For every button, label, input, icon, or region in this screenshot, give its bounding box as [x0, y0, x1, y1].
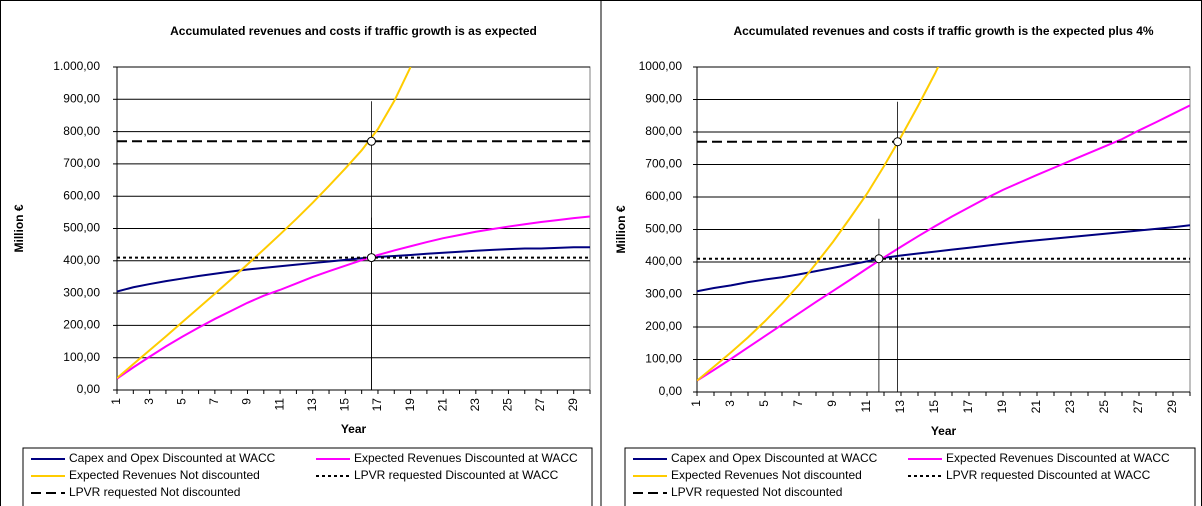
- y-tick-label: 600,00: [645, 189, 682, 203]
- crossing-marker: [366, 136, 376, 146]
- y-tick-label: 600,00: [63, 188, 100, 202]
- y-tick-label: 700,00: [645, 157, 682, 171]
- series-line: [697, 67, 940, 382]
- x-tick-label: 19: [403, 398, 417, 412]
- y-tick-label: 800,00: [63, 124, 100, 138]
- x-tick-label: 29: [566, 398, 580, 412]
- legend-label: Expected Revenues Discounted at WACC: [354, 451, 578, 465]
- legend-label: Capex and Opex Discounted at WACC: [69, 451, 276, 465]
- y-tick-label: 0,00: [77, 382, 101, 396]
- series-line: [697, 104, 1190, 382]
- x-axis-label: Year: [341, 422, 367, 436]
- series-line: [697, 224, 1190, 293]
- y-tick-label: 300,00: [63, 285, 100, 299]
- x-tick-label: 7: [207, 398, 221, 405]
- crossing-marker: [893, 137, 903, 147]
- x-tick-label: 11: [859, 400, 873, 413]
- legend-box: [22, 447, 593, 506]
- legend-label: LPVR requested Discounted at WACC: [354, 468, 559, 482]
- y-tick-label: 1.000,00: [53, 59, 100, 73]
- y-tick-label: 900,00: [645, 92, 682, 106]
- series-line: [117, 215, 590, 380]
- x-tick-label: 27: [1131, 400, 1145, 414]
- legend-label: Expected Revenues Not discounted: [671, 468, 862, 482]
- x-tick-label: 15: [338, 398, 352, 412]
- x-tick-label: 13: [893, 400, 907, 414]
- y-tick-label: 900,00: [63, 91, 100, 105]
- x-tick-label: 15: [927, 400, 941, 414]
- y-tick-label: 300,00: [645, 287, 682, 301]
- x-tick-label: 21: [435, 398, 449, 412]
- x-tick-label: 23: [468, 398, 482, 412]
- series-line: [117, 246, 590, 293]
- x-tick-label: 3: [142, 398, 156, 405]
- y-tick-label: 100,00: [63, 350, 100, 364]
- y-tick-label: 0,00: [659, 384, 683, 398]
- x-tick-label: 3: [723, 400, 737, 407]
- x-tick-label: 27: [533, 398, 547, 412]
- y-tick-label: 400,00: [645, 254, 682, 268]
- x-tick-label: 21: [1029, 400, 1043, 414]
- y-tick-label: 400,00: [63, 253, 100, 267]
- x-tick-label: 7: [791, 400, 805, 407]
- y-axis-label: Million €: [614, 205, 628, 253]
- x-tick-label: 9: [240, 398, 254, 405]
- y-axis-label: Million €: [12, 204, 26, 252]
- legend-label: LPVR requested Discounted at WACC: [946, 468, 1151, 482]
- y-tick-label: 700,00: [63, 156, 100, 170]
- y-tick-label: 100,00: [645, 352, 682, 366]
- x-axis-label: Year: [931, 424, 957, 438]
- y-tick-label: 1000,00: [639, 59, 683, 73]
- chart-title: Accumulated revenues and costs if traffi…: [170, 24, 537, 38]
- y-tick-label: 200,00: [645, 319, 682, 333]
- series-line: [117, 67, 412, 379]
- legend-label: Capex and Opex Discounted at WACC: [671, 451, 878, 465]
- legend-label: LPVR requested Not discounted: [671, 485, 842, 499]
- y-tick-label: 500,00: [63, 221, 100, 235]
- x-tick-label: 1: [109, 398, 123, 405]
- x-tick-label: 17: [370, 398, 384, 412]
- y-tick-label: 500,00: [645, 222, 682, 236]
- y-tick-label: 200,00: [63, 318, 100, 332]
- x-tick-label: 19: [995, 400, 1009, 414]
- x-tick-label: 17: [961, 400, 975, 414]
- x-tick-label: 5: [174, 398, 188, 405]
- legend-label: LPVR requested Not discounted: [69, 485, 240, 499]
- x-tick-label: 5: [757, 400, 771, 407]
- x-tick-label: 9: [825, 400, 839, 407]
- x-tick-label: 11: [272, 398, 286, 411]
- legend-label: Expected Revenues Not discounted: [69, 468, 260, 482]
- x-tick-label: 25: [1097, 400, 1111, 414]
- x-tick-label: 1: [689, 400, 703, 407]
- crossing-marker: [874, 254, 884, 264]
- legend-label: Expected Revenues Discounted at WACC: [946, 451, 1170, 465]
- x-tick-label: 25: [501, 398, 515, 412]
- y-tick-label: 800,00: [645, 124, 682, 138]
- x-tick-label: 29: [1165, 400, 1179, 414]
- crossing-marker: [366, 253, 376, 263]
- chart-title: Accumulated revenues and costs if traffi…: [733, 24, 1154, 38]
- x-tick-label: 23: [1063, 400, 1077, 414]
- x-tick-label: 13: [305, 398, 319, 412]
